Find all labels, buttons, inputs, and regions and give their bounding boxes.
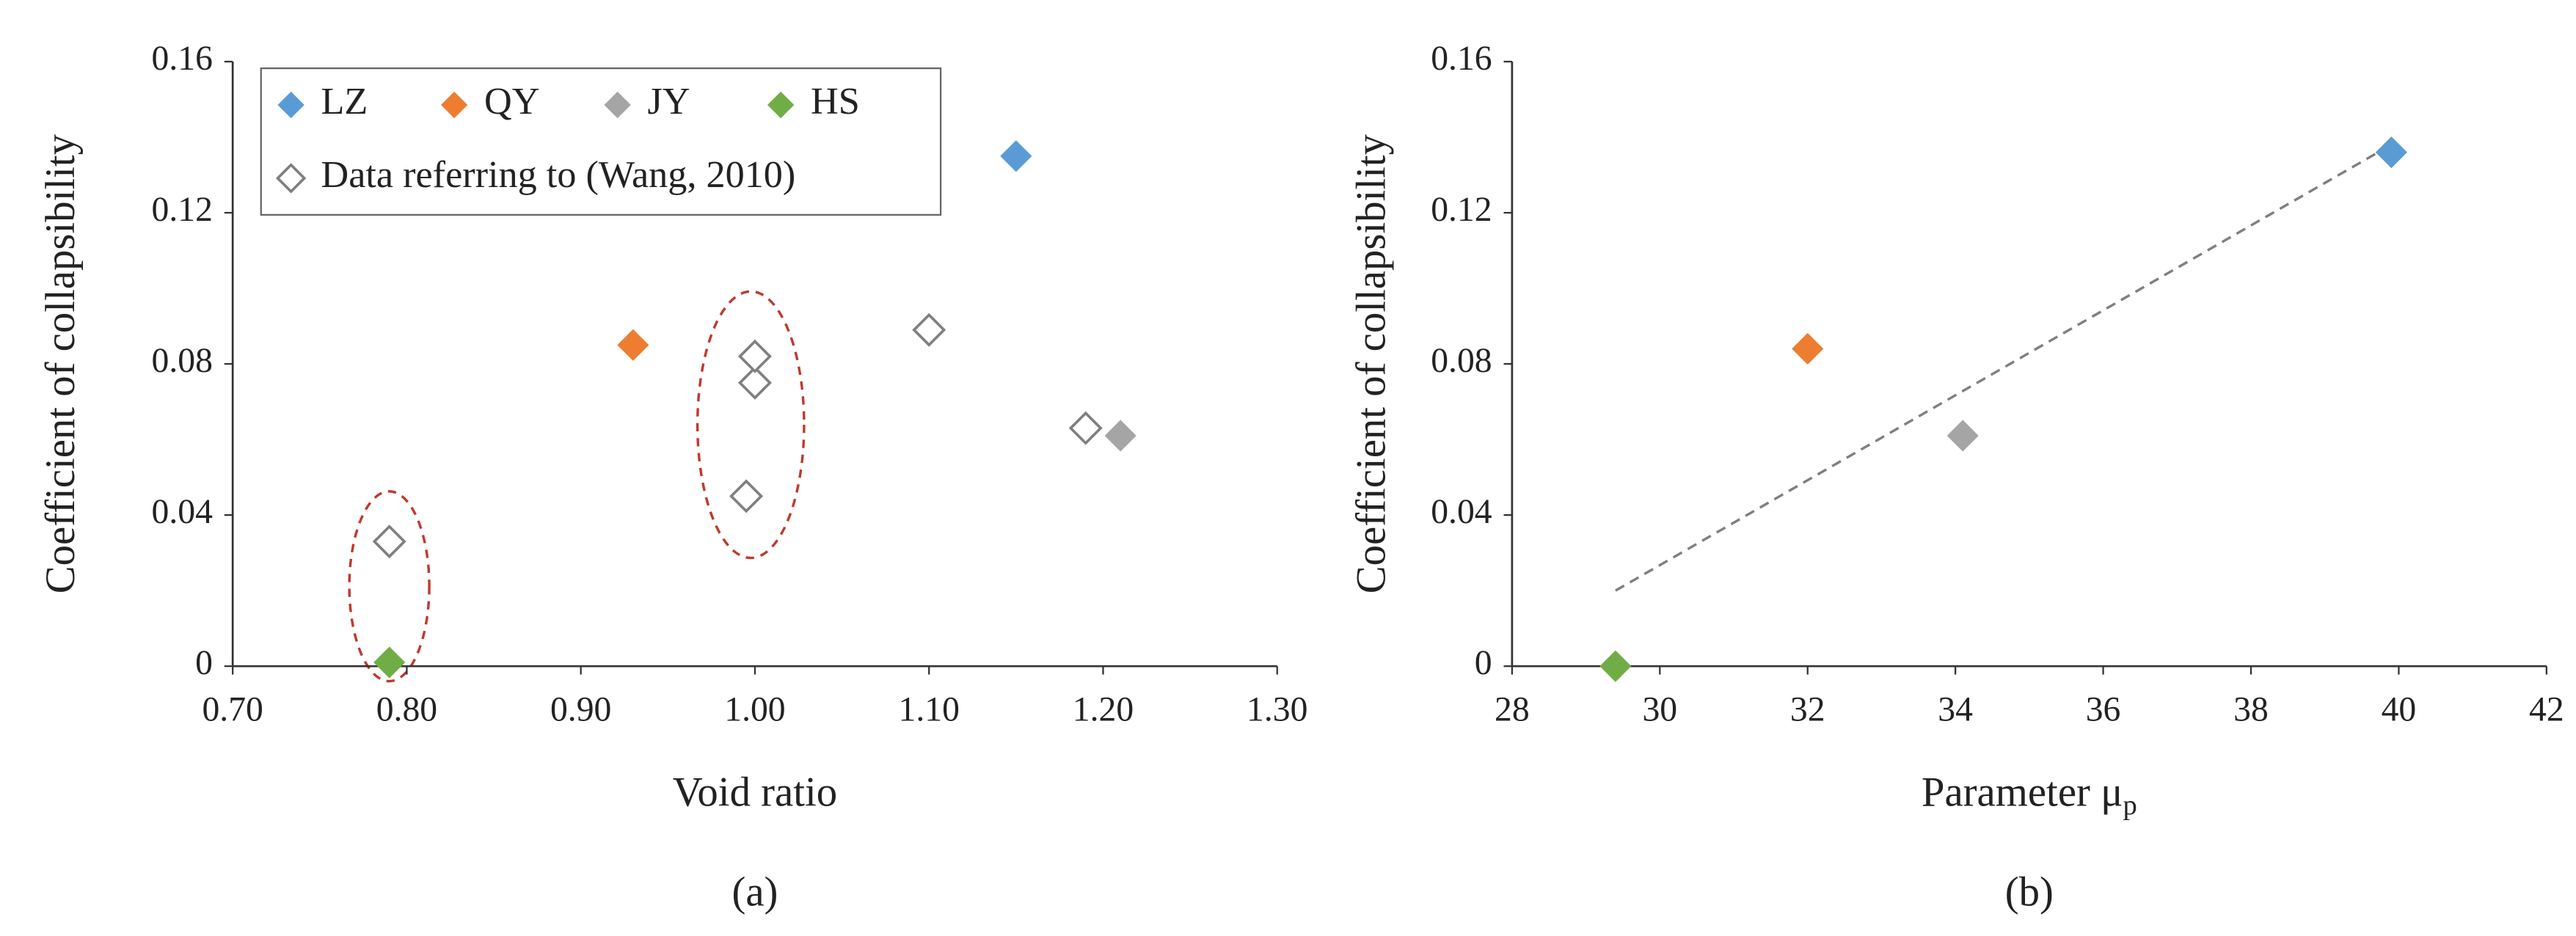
x-tick-label: 1.00 — [724, 691, 785, 729]
data-point — [912, 312, 946, 347]
y-tick-label: 0.12 — [1431, 191, 1492, 229]
y-tick-label: 0 — [1475, 644, 1492, 682]
data-point — [2375, 136, 2407, 169]
x-tick-label: 1.10 — [899, 691, 960, 729]
legend-box — [260, 67, 942, 216]
x-tick-label: 0.90 — [550, 691, 611, 729]
legend-label: JY — [648, 80, 690, 123]
data-point — [1599, 650, 1632, 682]
y-tick-label: 0.08 — [152, 342, 213, 380]
legend-label: QY — [484, 80, 539, 123]
x-axis-label-text: Void ratio — [673, 769, 837, 815]
y-tick-label: 0.16 — [1431, 40, 1492, 78]
x-tick-label: 30 — [1642, 691, 1677, 729]
x-axis-label: Void ratio — [673, 769, 837, 815]
x-tick-label: 1.20 — [1073, 691, 1134, 729]
data-point — [737, 339, 772, 373]
x-tick-label: 32 — [1790, 691, 1825, 729]
trendline — [1615, 143, 2393, 592]
data-point — [373, 646, 406, 679]
highlight-ellipse — [348, 490, 431, 683]
data-point — [1792, 332, 1824, 365]
x-tick-label: 42 — [2529, 691, 2564, 729]
legend-label: Data referring to (Wang, 2010) — [321, 153, 795, 196]
x-axis-label-subscript: p — [2123, 790, 2137, 821]
y-tick-label: 0.04 — [1431, 493, 1492, 531]
y-tick-label: 0.04 — [152, 493, 214, 531]
x-tick-label: 34 — [1938, 691, 1973, 729]
highlight-ellipse — [696, 290, 806, 560]
y-axis-label: Coefficient of collapsibility — [1349, 134, 1395, 593]
data-point — [737, 365, 772, 400]
y-tick-label: 0 — [195, 644, 213, 682]
x-tick-label: 36 — [2086, 691, 2121, 729]
y-tick-label: 0.16 — [152, 40, 213, 78]
x-tick-label: 38 — [2233, 691, 2269, 729]
x-tick-label: 1.30 — [1247, 691, 1307, 729]
caption: (a) — [731, 869, 778, 915]
data-point — [1946, 420, 1979, 452]
x-axis-label-text: Parameter μ — [1922, 769, 2123, 815]
data-point — [729, 479, 764, 513]
y-axis-label: Coefficient of collapsibility — [37, 134, 84, 593]
data-point — [1104, 420, 1136, 452]
legend-label: HS — [811, 80, 860, 123]
data-point — [1000, 140, 1032, 172]
data-point — [1068, 411, 1103, 445]
x-tick-label: 40 — [2382, 691, 2417, 729]
legend-marker — [275, 163, 307, 194]
legend-label: LZ — [321, 80, 368, 123]
x-axis-label: Parameter μp — [1922, 769, 2137, 821]
data-point — [617, 329, 649, 361]
caption: (b) — [2005, 869, 2054, 915]
y-tick-label: 0.08 — [1431, 342, 1492, 380]
x-tick-label: 28 — [1495, 691, 1530, 729]
x-tick-label: 0.70 — [202, 691, 263, 729]
y-tick-label: 0.12 — [152, 191, 213, 229]
x-tick-label: 0.80 — [376, 691, 437, 729]
data-point — [372, 524, 406, 559]
